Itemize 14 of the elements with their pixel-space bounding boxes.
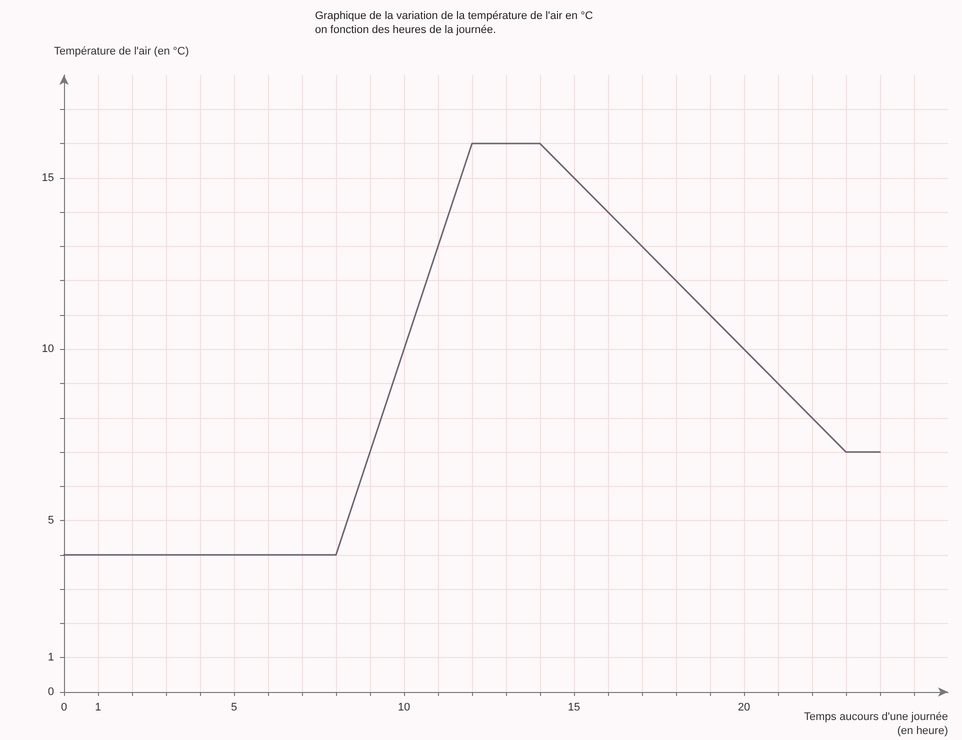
x-tick-label: 15 bbox=[568, 702, 580, 714]
y-axis-title: Température de l'air (en °C) bbox=[54, 46, 189, 58]
y-tick-label: 0 bbox=[48, 686, 54, 698]
y-tick-label: 15 bbox=[42, 172, 54, 184]
x-tick-label: 1 bbox=[94, 702, 102, 714]
y-tick-label: 10 bbox=[42, 343, 54, 356]
x-tick-label: 5 bbox=[230, 702, 238, 714]
y-tick-label: 5 bbox=[48, 514, 54, 527]
x-tick-label: 10 bbox=[398, 702, 410, 714]
y-tick-label: 1 bbox=[48, 652, 54, 664]
x-axis-title: Temps aucours d'une journée (en heure) bbox=[804, 711, 948, 737]
x-tick-label: 0 bbox=[60, 702, 68, 714]
chart-title: Graphique de la variation de la température de l'air en °C on fonction des heures de la journée. bbox=[315, 10, 594, 36]
x-tick-label: 20 bbox=[738, 702, 750, 714]
